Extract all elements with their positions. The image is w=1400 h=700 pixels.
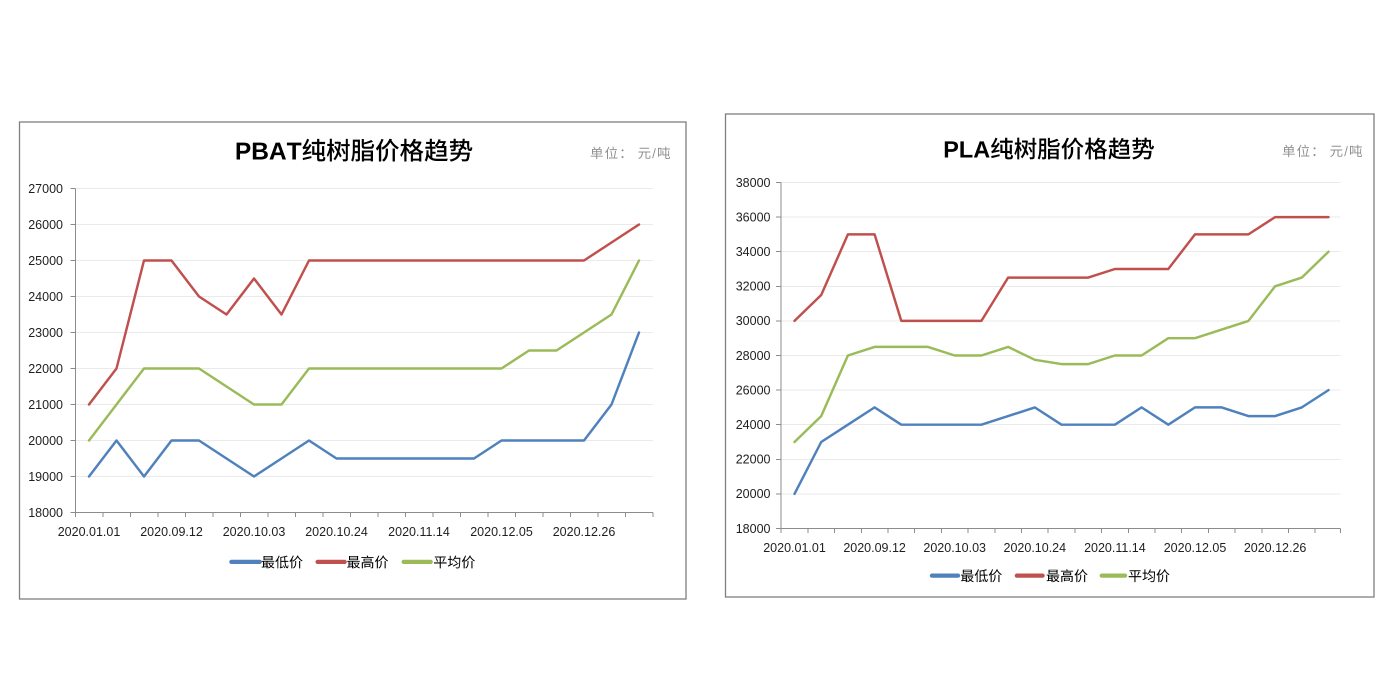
svg-text:2020.10.03: 2020.10.03 bbox=[923, 541, 986, 555]
svg-text:2020.11.14: 2020.11.14 bbox=[388, 525, 450, 539]
svg-text:18000: 18000 bbox=[28, 506, 63, 520]
svg-text:30000: 30000 bbox=[736, 314, 771, 328]
svg-text:38000: 38000 bbox=[736, 176, 771, 190]
svg-text:18000: 18000 bbox=[736, 522, 771, 536]
svg-text:2020.10.03: 2020.10.03 bbox=[223, 525, 286, 539]
svg-text:24000: 24000 bbox=[736, 418, 771, 432]
svg-text:23000: 23000 bbox=[28, 326, 63, 340]
svg-text:2020.11.14: 2020.11.14 bbox=[1084, 541, 1146, 555]
svg-text:21000: 21000 bbox=[28, 398, 63, 412]
svg-text:2020.01.01: 2020.01.01 bbox=[763, 541, 826, 555]
svg-text:2020.09.12: 2020.09.12 bbox=[140, 525, 203, 539]
svg-text:2020.12.26: 2020.12.26 bbox=[553, 525, 616, 539]
svg-text:36000: 36000 bbox=[736, 210, 771, 224]
svg-text:28000: 28000 bbox=[736, 349, 771, 363]
svg-text:2020.12.05: 2020.12.05 bbox=[1164, 541, 1227, 555]
svg-text:34000: 34000 bbox=[736, 245, 771, 259]
svg-text:2020.12.26: 2020.12.26 bbox=[1244, 541, 1307, 555]
svg-text:22000: 22000 bbox=[28, 362, 63, 376]
svg-text:22000: 22000 bbox=[736, 453, 771, 467]
svg-text:27000: 27000 bbox=[28, 182, 63, 196]
svg-text:19000: 19000 bbox=[28, 470, 63, 484]
svg-text:2020.01.01: 2020.01.01 bbox=[58, 525, 121, 539]
svg-text:26000: 26000 bbox=[28, 218, 63, 232]
svg-text:20000: 20000 bbox=[736, 487, 771, 501]
svg-text:32000: 32000 bbox=[736, 280, 771, 294]
svg-text:24000: 24000 bbox=[28, 290, 63, 304]
svg-text:2020.12.05: 2020.12.05 bbox=[470, 525, 533, 539]
svg-text:20000: 20000 bbox=[28, 434, 63, 448]
svg-text:2020.10.24: 2020.10.24 bbox=[1004, 541, 1067, 555]
svg-text:2020.10.24: 2020.10.24 bbox=[305, 525, 368, 539]
svg-text:25000: 25000 bbox=[28, 254, 63, 268]
svg-text:2020.09.12: 2020.09.12 bbox=[843, 541, 906, 555]
svg-text:26000: 26000 bbox=[736, 383, 771, 397]
